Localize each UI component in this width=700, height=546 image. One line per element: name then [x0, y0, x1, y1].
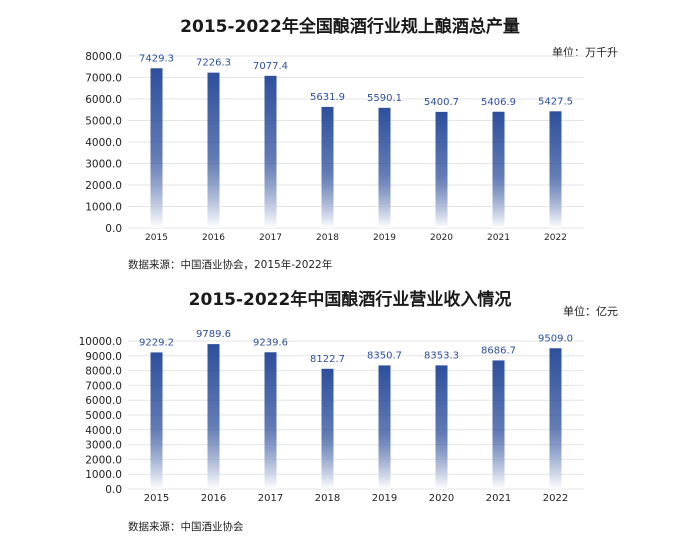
production-bar — [549, 111, 562, 228]
revenue-value-label: 9509.0 — [538, 333, 573, 344]
revenue-ytick-label: 9000.0 — [85, 351, 122, 363]
production-value-label: 5406.9 — [481, 97, 516, 108]
revenue-value-label: 8686.7 — [481, 345, 516, 356]
production-bar — [492, 111, 505, 228]
production-xtick-label: 2017 — [259, 233, 282, 243]
production-value-label: 5427.5 — [538, 96, 573, 107]
revenue-xtick-label: 2022 — [543, 493, 568, 504]
revenue-source-note: 数据来源：中国酒业协会 — [128, 521, 244, 533]
revenue-unit-label: 单位：亿元 — [563, 305, 618, 318]
production-value-label: 5631.9 — [310, 92, 345, 103]
revenue-value-label: 8353.3 — [424, 350, 459, 361]
production-value-label: 5400.7 — [424, 97, 459, 108]
production-ytick-label: 7000.0 — [85, 73, 122, 85]
production-bar — [207, 72, 220, 228]
revenue-xtick-label: 2017 — [258, 493, 283, 504]
revenue-ytick-label: 0.0 — [105, 484, 122, 496]
revenue-ytick-label: 4000.0 — [85, 425, 122, 437]
production-bar — [321, 106, 334, 228]
revenue-ytick-label: 1000.0 — [85, 469, 122, 481]
production-ytick-label: 4000.0 — [85, 137, 122, 149]
revenue-bar — [435, 365, 448, 489]
revenue-ytick-label: 10000.0 — [79, 336, 122, 348]
production-ytick-label: 6000.0 — [85, 94, 122, 106]
production-xtick-label: 2018 — [316, 233, 339, 243]
production-xtick-label: 2021 — [487, 233, 510, 243]
revenue-value-label: 9789.6 — [196, 329, 231, 340]
production-xtick-label: 2015 — [145, 233, 168, 243]
production-ytick-label: 2000.0 — [85, 180, 122, 192]
production-bar — [378, 107, 391, 228]
production-ytick-label: 3000.0 — [85, 159, 122, 171]
production-bar — [150, 68, 163, 228]
revenue-xtick-label: 2016 — [201, 493, 226, 504]
revenue-ytick-label: 3000.0 — [85, 440, 122, 452]
revenue-chart-title: 2015-2022年中国酿酒行业营业收入情况 — [188, 290, 512, 310]
production-bar — [435, 111, 448, 228]
production-source-note: 数据来源：中国酒业协会，2015年-2022年 — [128, 259, 333, 271]
revenue-xtick-label: 2018 — [315, 493, 340, 504]
revenue-value-label: 8350.7 — [367, 350, 402, 361]
revenue-ytick-label: 5000.0 — [85, 410, 122, 422]
revenue-bar — [549, 348, 562, 489]
production-xtick-label: 2019 — [373, 233, 396, 243]
revenue-value-label: 8122.7 — [310, 354, 345, 365]
revenue-value-label: 9239.6 — [253, 337, 288, 348]
production-bar — [264, 75, 277, 228]
revenue-value-label: 9229.2 — [139, 337, 174, 348]
revenue-xtick-label: 2019 — [372, 493, 397, 504]
production-value-label: 5590.1 — [367, 93, 402, 104]
revenue-ytick-label: 6000.0 — [85, 395, 122, 407]
revenue-bar — [150, 352, 163, 489]
production-ytick-label: 8000.0 — [85, 51, 122, 63]
revenue-bar — [264, 352, 277, 489]
production-bar-plot: 0.0 1000.0 2000.0 3000.0 4000.0 5000.0 6000.0 7… — [85, 51, 584, 243]
production-xtick-label: 2022 — [544, 233, 567, 243]
revenue-chart: 2015-2022年中国酿酒行业营业收入情况 单位：亿元 0.0 1000.0 20… — [0, 275, 700, 546]
production-chart-title: 2015-2022年全国酿酒行业规上酿酒总产量 — [180, 17, 520, 37]
revenue-bar — [378, 365, 391, 489]
revenue-ytick-label: 7000.0 — [85, 380, 122, 392]
revenue-xtick-label: 2015 — [144, 493, 169, 504]
revenue-bar — [207, 344, 220, 489]
revenue-bar-plot: 0.0 1000.0 2000.0 3000.0 4000.0 5000.0 6000.0 7… — [79, 329, 584, 504]
production-ytick-label: 0.0 — [105, 223, 122, 235]
production-value-label: 7226.3 — [196, 58, 231, 69]
revenue-bar — [492, 360, 505, 489]
production-value-label: 7077.4 — [253, 61, 288, 72]
revenue-xtick-label: 2021 — [486, 493, 511, 504]
production-chart: 2015-2022年全国酿酒行业规上酿酒总产量 单位：万千升 0.0 1000.0… — [85, 17, 618, 271]
production-xtick-label: 2020 — [430, 233, 453, 243]
revenue-ytick-label: 2000.0 — [85, 454, 122, 466]
production-ytick-label: 1000.0 — [85, 202, 122, 214]
revenue-xtick-label: 2020 — [429, 493, 454, 504]
revenue-ytick-label: 8000.0 — [85, 366, 122, 378]
production-value-label: 7429.3 — [139, 53, 174, 64]
production-xtick-label: 2016 — [202, 233, 225, 243]
production-ytick-label: 5000.0 — [85, 116, 122, 128]
revenue-bar — [321, 368, 334, 489]
